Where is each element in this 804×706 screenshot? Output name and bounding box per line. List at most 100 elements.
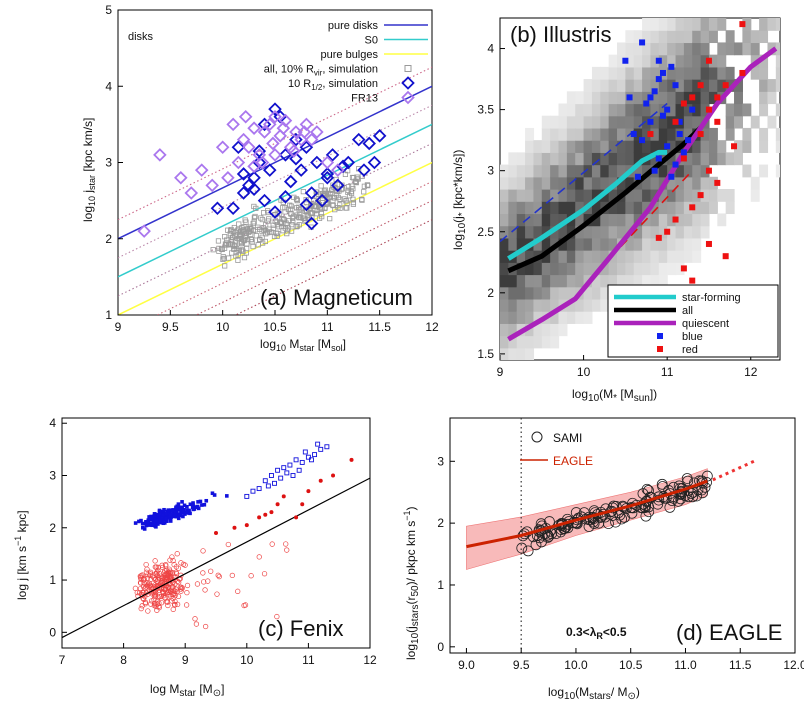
panel-b-heat-cell: [742, 164, 752, 178]
panel-a-r12-point: [268, 102, 282, 116]
panel-b-heat-cell: [550, 274, 560, 288]
panel-b-heat-cell: [742, 42, 752, 56]
panel-b-heat-cell: [633, 127, 643, 141]
panel-c-red-open-point: [215, 572, 221, 578]
panel-c-red-open-point: [145, 608, 151, 614]
panel-c-red-open-point: [202, 623, 209, 630]
panel-a-sim-point: [259, 234, 265, 240]
panel-a-sim-point: [251, 215, 257, 221]
panel-b-heat-cell: [558, 140, 568, 153]
panel-b-heat-cell: [550, 164, 560, 178]
panel-a-sim-point: [286, 217, 292, 224]
panel-c-red-filled-point: [281, 494, 286, 499]
panel-a-sim-point: [268, 229, 274, 235]
panel-a-sim-point: [220, 254, 226, 260]
panel-b-heat-cell: [575, 298, 585, 312]
panel-b-heat-cell: [500, 274, 509, 288]
panel-b-heat-cell: [583, 127, 593, 141]
panel-c-blue-filled-point: [154, 518, 159, 523]
panel-d-plot: [466, 418, 758, 653]
panel-b-heat-cell: [508, 335, 518, 349]
panel-b-heat-cell: [734, 140, 743, 153]
panel-b-heat-cell: [566, 91, 576, 105]
panel-a-sim-point: [218, 246, 225, 252]
panel-b-heat-cell: [541, 237, 551, 251]
panel-a-sim-point: [210, 247, 216, 253]
panel-a-sim-point: [253, 233, 259, 239]
panel-b-blue-point: [639, 137, 646, 144]
panel-c-red-open-point: [161, 570, 167, 576]
panel-c-plot: [62, 441, 370, 639]
panel-c-red-open-point: [208, 568, 214, 574]
panel-b-heat-cell: [500, 189, 509, 202]
panel-a-sim-point: [330, 202, 336, 209]
panel-c-blue-filled-point: [191, 501, 195, 505]
panel-b-heat-cell: [566, 311, 576, 324]
panel-b-heat-cell: [650, 79, 660, 92]
panel-b-heat-cell: [625, 30, 635, 44]
panel-b-heat-cell: [575, 176, 585, 190]
panel-c-red-open-point: [139, 603, 145, 609]
panel-b-blue-point: [655, 155, 662, 162]
panel-a-legend-swatch: [401, 90, 415, 105]
panel-b-heat-cell: [692, 91, 702, 105]
panel-d-xtick-label: 10.5: [619, 658, 643, 672]
panel-a-fr13-point: [310, 125, 324, 139]
panel-a-fr13-point: [153, 148, 167, 162]
panel-c-red-filled-point: [232, 525, 237, 530]
panel-b-heat-cell: [500, 176, 509, 190]
panel-a-sim-point: [309, 201, 315, 207]
panel-b-heat-cell: [658, 274, 668, 288]
panel-c-red-open-point: [274, 613, 280, 620]
panel-b-heat-cell: [708, 18, 718, 31]
panel-c-blue-open-point: [296, 467, 302, 473]
panel-b-heat-cell: [550, 298, 560, 312]
panel-b-heat-cell: [650, 91, 660, 105]
panel-b-blue-point: [672, 161, 679, 168]
panel-c-blue-open-point: [284, 470, 290, 476]
panel-a-fr13-point: [236, 132, 251, 147]
panel-b-heat-cell: [608, 103, 618, 117]
panel-b-heat-cell: [759, 164, 769, 178]
panel-b-heat-cell: [775, 79, 780, 92]
panel-a-fr13-point: [257, 125, 272, 139]
panel-b-blue-point: [651, 88, 658, 95]
panel-a-fr13-point: [262, 117, 277, 132]
panel-b-heat-cell: [617, 103, 626, 117]
panel-b-heat-cell: [625, 79, 635, 92]
panel-c-red-filled-point: [263, 512, 268, 517]
panel-c-blue-open-point: [299, 459, 305, 465]
panel-b-legend-label: star-forming: [682, 292, 741, 304]
panel-a-r12-point: [252, 144, 267, 158]
panel-b-heat-cell: [667, 127, 677, 141]
panel-b-blue-point: [659, 69, 666, 76]
panel-b-legend-label: quiescent: [682, 318, 729, 330]
panel-b-heat-cell: [658, 164, 668, 178]
panel-b-red-point: [722, 253, 729, 260]
panel-b-heat-cell: [759, 66, 769, 80]
panel-b-heat-cell: [608, 274, 618, 288]
panel-b-heat-cell: [658, 18, 668, 31]
panel-a-sim-point: [259, 216, 265, 223]
panel-c-red-open-point: [161, 578, 167, 584]
panel-c-red-open-point: [178, 560, 184, 566]
panel-b-heat-cell: [708, 127, 718, 141]
panel-b-heat-cell: [541, 323, 551, 337]
panel-a-sim-point: [277, 219, 283, 225]
panel-b-heat-cell: [667, 115, 677, 129]
panel-b-heat-cell: [708, 66, 718, 80]
panel-b-heat-cell: [692, 189, 702, 202]
panel-a-ytick-label: 1: [105, 308, 112, 322]
panel-b-heat-cell: [600, 66, 610, 80]
panel-c-red-open-point: [154, 601, 161, 607]
panel-a-fr13-point: [268, 109, 282, 124]
panel-a-sim-point: [258, 215, 264, 221]
panel-a-legend-label: pure disks: [328, 20, 379, 32]
panel-a-r12-point: [257, 117, 272, 132]
panel-b-heat-cell: [700, 127, 710, 141]
panel-a-fr13-point: [184, 186, 199, 200]
panel-b-heat-cell: [566, 237, 576, 251]
panel-b-heat-cell: [550, 311, 560, 324]
panel-d-xtick-label: 9.5: [513, 658, 530, 672]
